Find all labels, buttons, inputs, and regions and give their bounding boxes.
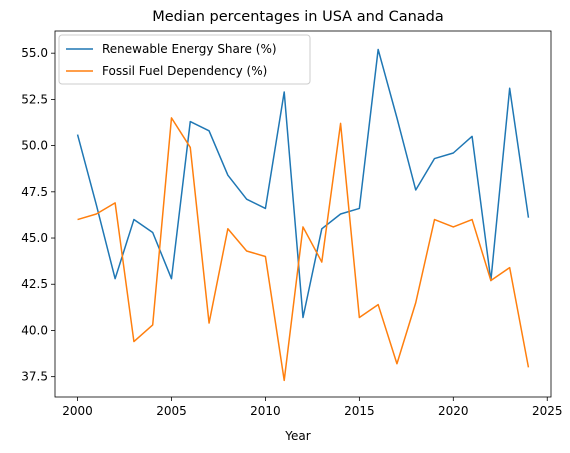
x-tick-label: 2000 (62, 404, 93, 418)
x-axis-label: Year (284, 429, 310, 443)
y-tick-label: 37.5 (21, 370, 48, 384)
y-tick-label: 40.0 (21, 323, 48, 337)
y-tick-label: 42.5 (21, 277, 48, 291)
x-tick-label: 2025 (532, 404, 563, 418)
plot-frame (54, 30, 552, 398)
x-tick-label: 2015 (344, 404, 375, 418)
legend-box (58, 34, 311, 85)
series-line-2 (77, 117, 530, 382)
y-tick-label: 52.5 (21, 92, 48, 106)
legend-label: Renewable Energy Share (%) (102, 42, 277, 56)
plot-area: 2000 2005 2010 2015 2020 2025 37.5 40.0 42.5 45.0… (21, 30, 563, 418)
y-tick-label: 45.0 (21, 231, 48, 245)
y-tick-label: 55.0 (21, 46, 48, 60)
x-tick-label: 2005 (156, 404, 187, 418)
chart-title: Median percentages in USA and Canada (152, 9, 444, 25)
legend-label: Fossil Fuel Dependency (%) (102, 64, 267, 78)
y-tick-label: 47.5 (21, 185, 48, 199)
y-tick-label: 50.0 (21, 139, 48, 153)
series-line-1 (76, 48, 530, 319)
x-tick-label: 2010 (250, 404, 281, 418)
x-tick-label: 2020 (438, 404, 469, 418)
legend: Renewable Energy Share (%) Fossil Fuel De… (58, 34, 311, 85)
